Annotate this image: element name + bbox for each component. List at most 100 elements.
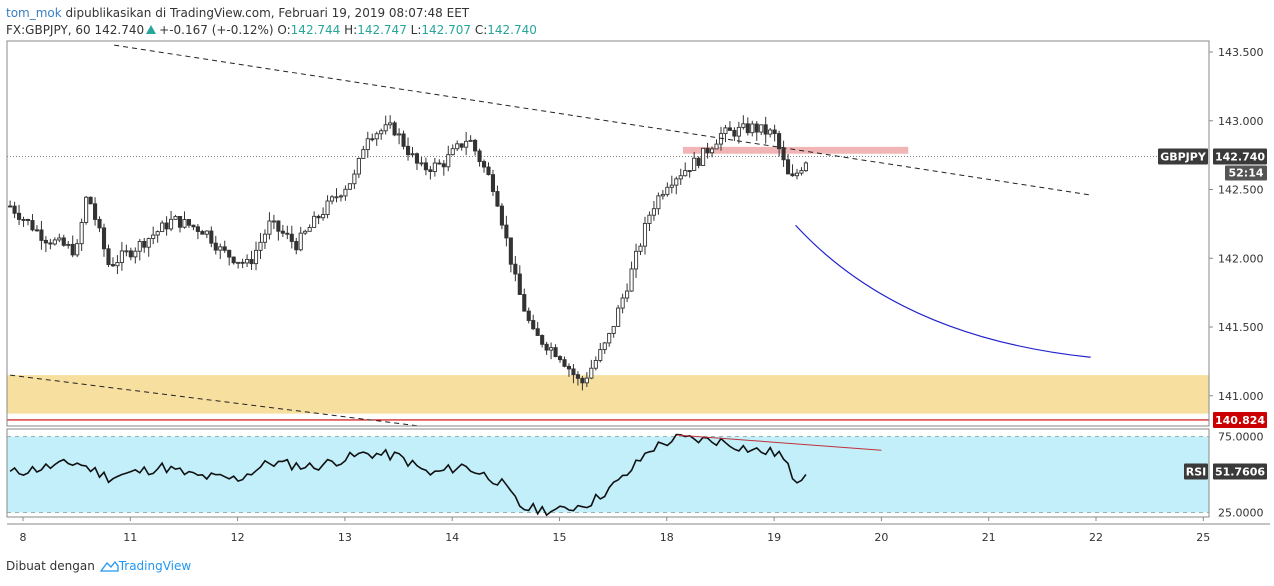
time-tick-label: 21 bbox=[982, 531, 996, 544]
candle-up bbox=[701, 147, 706, 166]
candle-down bbox=[517, 273, 522, 295]
candle-down bbox=[39, 229, 44, 241]
candle-down bbox=[88, 196, 93, 205]
rsi-tick-label: 75.0000 bbox=[1218, 431, 1264, 444]
candle-up bbox=[660, 193, 665, 197]
candle-down bbox=[790, 173, 795, 177]
candle-down bbox=[392, 122, 397, 136]
candle-down bbox=[34, 229, 39, 232]
price-tick-label: 143.000 bbox=[1218, 115, 1264, 128]
rsi-pane-frame bbox=[6, 428, 1210, 518]
candle-up bbox=[52, 239, 57, 245]
candle-up bbox=[464, 140, 469, 148]
footer: Dibuat dengan TradingView bbox=[6, 559, 191, 573]
candle-up bbox=[607, 332, 612, 344]
candle-up bbox=[633, 250, 639, 270]
candle-up bbox=[383, 124, 388, 132]
candle-down bbox=[401, 133, 406, 147]
chart-byline: tom_mok dipublikasikan di TradingView.co… bbox=[6, 6, 469, 20]
candle-up bbox=[629, 268, 634, 292]
rsi-name-badge: RSI bbox=[1186, 465, 1207, 478]
symbol-badge: GBPJPY bbox=[1160, 151, 1207, 164]
tradingview-logo-icon bbox=[99, 560, 119, 572]
time-tick-label: 19 bbox=[767, 531, 781, 544]
projection-curve bbox=[795, 224, 1091, 358]
up-arrow-icon bbox=[146, 25, 157, 34]
candle-up bbox=[678, 175, 683, 180]
candle-down bbox=[289, 233, 294, 242]
candle-down bbox=[93, 203, 98, 220]
published-text: dipublikasikan di TradingView.com, Febru… bbox=[65, 6, 470, 20]
candle-up bbox=[665, 186, 670, 195]
candle-up bbox=[329, 196, 335, 202]
candle-down bbox=[209, 230, 214, 244]
candle-down bbox=[17, 212, 22, 220]
last-price-badge: 142.740 bbox=[1215, 151, 1265, 164]
candle-down bbox=[535, 328, 540, 336]
time-tick-label: 8 bbox=[20, 531, 27, 544]
candle-down bbox=[128, 250, 133, 258]
time-tick-label: 20 bbox=[874, 531, 888, 544]
candle-down bbox=[227, 249, 232, 258]
candle-up bbox=[271, 220, 276, 223]
candle-up bbox=[736, 126, 741, 137]
candle-down bbox=[316, 215, 321, 219]
candle-up bbox=[119, 250, 124, 263]
candle-up bbox=[651, 208, 656, 216]
candle-down bbox=[571, 368, 576, 376]
symbol-interval[interactable]: FX:GBPJPY, 60 bbox=[6, 23, 91, 37]
candle-up bbox=[450, 148, 455, 156]
candle-up bbox=[432, 162, 437, 172]
candle-up bbox=[267, 220, 272, 235]
candle-up bbox=[674, 178, 679, 186]
candle-down bbox=[30, 220, 35, 231]
candle-up bbox=[356, 157, 361, 175]
candle-up bbox=[647, 214, 652, 224]
candle-up bbox=[245, 259, 250, 264]
candle-down bbox=[553, 347, 558, 358]
candle-down bbox=[441, 163, 446, 168]
tradingview-brand[interactable]: TradingView bbox=[118, 559, 192, 573]
candle-up bbox=[803, 162, 808, 172]
candle-up bbox=[794, 172, 800, 177]
candle-down bbox=[566, 365, 572, 370]
candle-up bbox=[182, 219, 187, 228]
candle-down bbox=[25, 219, 31, 221]
candle-down bbox=[423, 162, 428, 171]
candle-up bbox=[365, 138, 370, 151]
candle-down bbox=[213, 242, 218, 251]
candle-down bbox=[231, 256, 236, 264]
candle-down bbox=[522, 294, 527, 312]
candle-down bbox=[504, 224, 509, 239]
last-price: 142.740 bbox=[94, 23, 145, 37]
demand-zone bbox=[7, 375, 1209, 414]
price-tick-label: 142.500 bbox=[1218, 184, 1264, 197]
candle-down bbox=[495, 191, 500, 207]
trendline-dashed bbox=[10, 374, 424, 426]
candle-down bbox=[477, 150, 482, 163]
candle-up bbox=[598, 349, 603, 361]
candle-down bbox=[164, 222, 169, 230]
open-label: O: bbox=[277, 23, 291, 37]
made-with-text: Dibuat dengan bbox=[6, 559, 95, 573]
candle-down bbox=[70, 243, 75, 256]
candle-up bbox=[262, 233, 268, 243]
low-label: L: bbox=[410, 23, 422, 37]
candle-up bbox=[258, 241, 263, 251]
resistance-zone bbox=[682, 146, 909, 154]
candle-up bbox=[352, 173, 357, 185]
candle-down bbox=[490, 174, 496, 192]
candle-down bbox=[580, 377, 585, 384]
candle-down bbox=[785, 159, 791, 175]
rsi-value-badge: 51.7606 bbox=[1215, 465, 1265, 478]
candle-down bbox=[705, 147, 710, 154]
rsi-band bbox=[7, 436, 1209, 513]
candle-up bbox=[155, 231, 160, 236]
candle-down bbox=[97, 218, 102, 229]
symbol-badge-bg bbox=[1158, 148, 1208, 165]
author-link[interactable]: tom_mok bbox=[6, 6, 62, 20]
candle-up bbox=[151, 234, 156, 239]
candle-up bbox=[79, 222, 84, 245]
candle-down bbox=[142, 241, 147, 248]
